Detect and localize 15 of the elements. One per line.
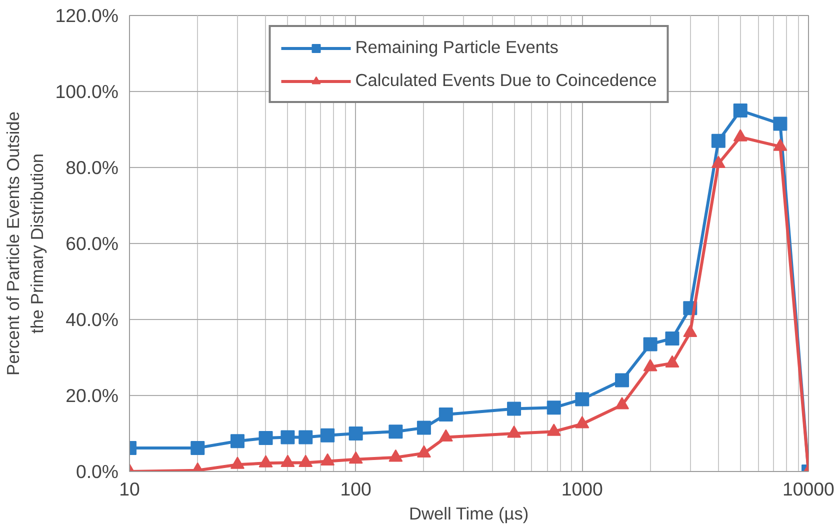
y-tick-label: 0.0%: [76, 461, 119, 482]
x-axis-title: Dwell Time (µs): [408, 504, 529, 524]
y-axis-title: Percent of Particle Events Outside the Primary Distribution: [3, 112, 48, 376]
x-tick-label: 100: [340, 478, 372, 500]
legend-label: Calculated Events Due to Coincedence: [355, 70, 657, 91]
x-tick-label: 10000: [782, 478, 834, 500]
x-tick-label: 1000: [561, 478, 603, 500]
y-tick-label: 60.0%: [66, 233, 119, 254]
legend-label: Remaining Particle Events: [355, 37, 558, 58]
y-tick-label: 120.0%: [55, 5, 119, 26]
y-tick-label: 100.0%: [55, 81, 119, 102]
x-tick-label: 10: [119, 478, 140, 500]
y-tick-label: 80.0%: [66, 157, 119, 178]
y-tick-label: 20.0%: [66, 385, 119, 406]
y-tick-label: 40.0%: [66, 309, 119, 330]
